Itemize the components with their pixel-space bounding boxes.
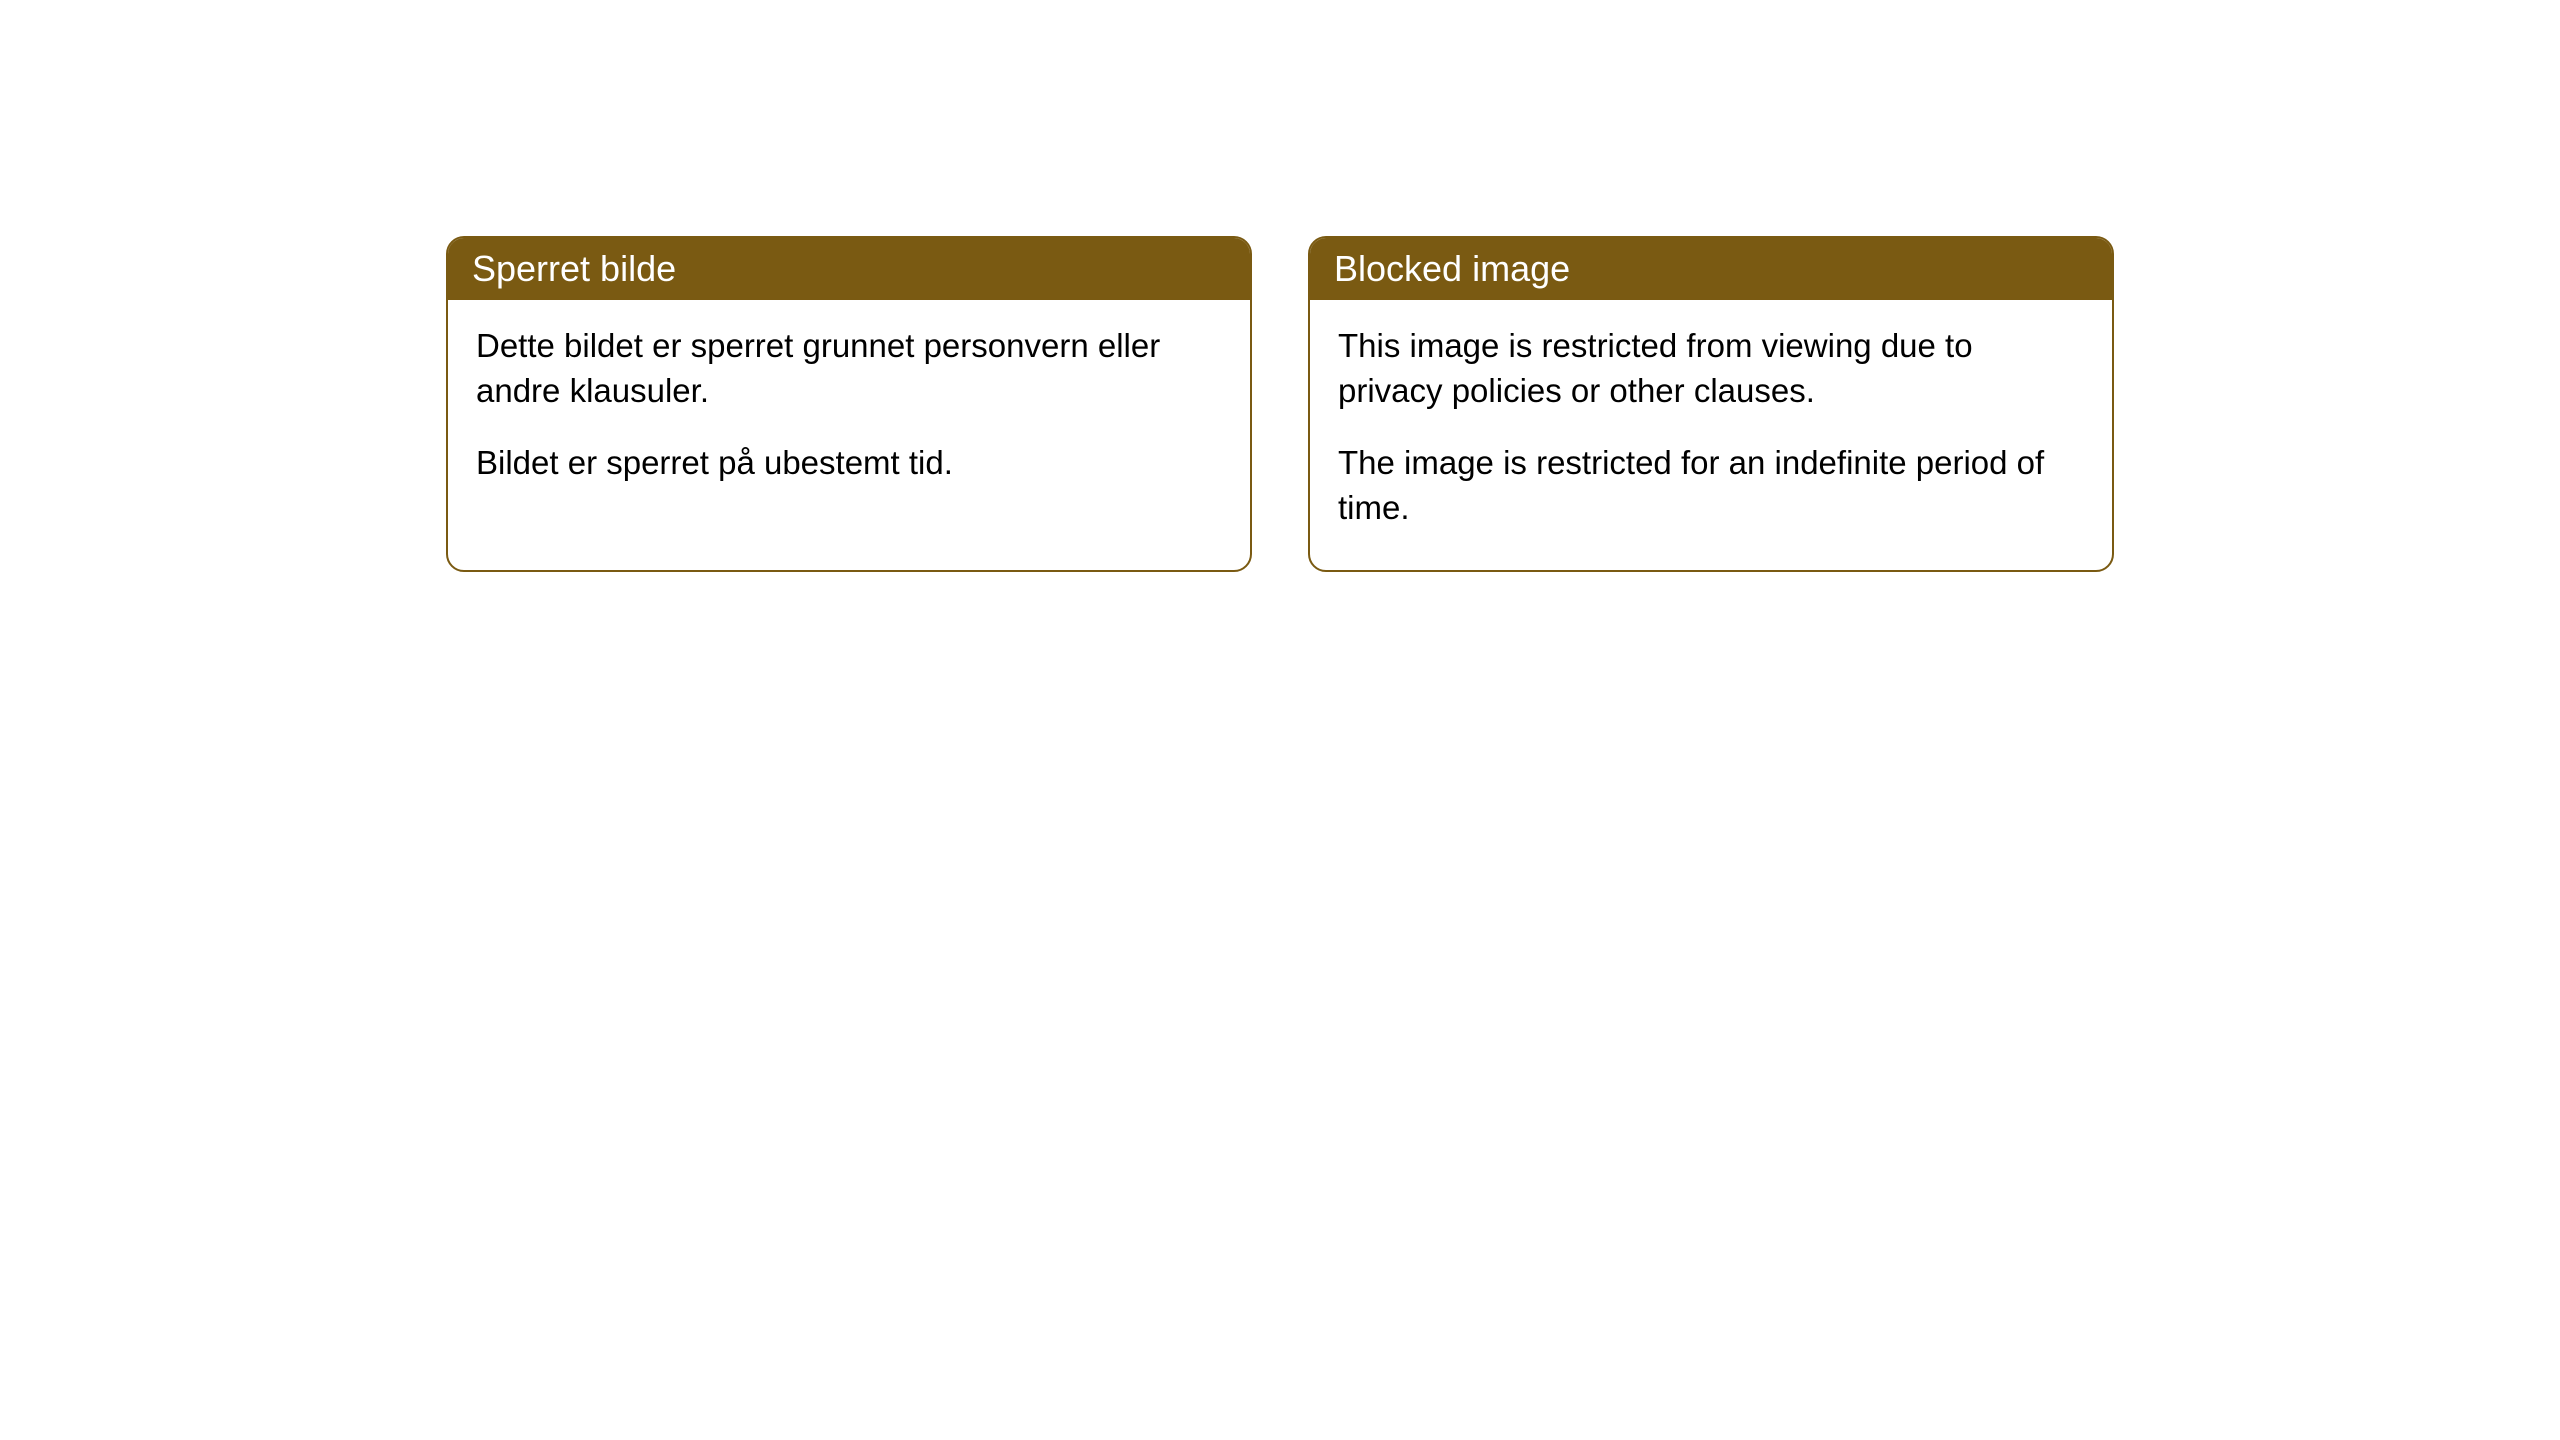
notice-card-english: Blocked image This image is restricted f… xyxy=(1308,236,2114,572)
card-header: Blocked image xyxy=(1310,238,2112,300)
card-paragraph: Bildet er sperret på ubestemt tid. xyxy=(476,441,1222,486)
card-body: This image is restricted from viewing du… xyxy=(1310,300,2112,570)
card-body: Dette bildet er sperret grunnet personve… xyxy=(448,300,1250,526)
card-title: Blocked image xyxy=(1334,248,1570,289)
card-paragraph: Dette bildet er sperret grunnet personve… xyxy=(476,324,1222,413)
card-paragraph: This image is restricted from viewing du… xyxy=(1338,324,2084,413)
card-title: Sperret bilde xyxy=(472,248,676,289)
notice-card-norwegian: Sperret bilde Dette bildet er sperret gr… xyxy=(446,236,1252,572)
notice-cards-container: Sperret bilde Dette bildet er sperret gr… xyxy=(446,236,2114,572)
card-header: Sperret bilde xyxy=(448,238,1250,300)
card-paragraph: The image is restricted for an indefinit… xyxy=(1338,441,2084,530)
